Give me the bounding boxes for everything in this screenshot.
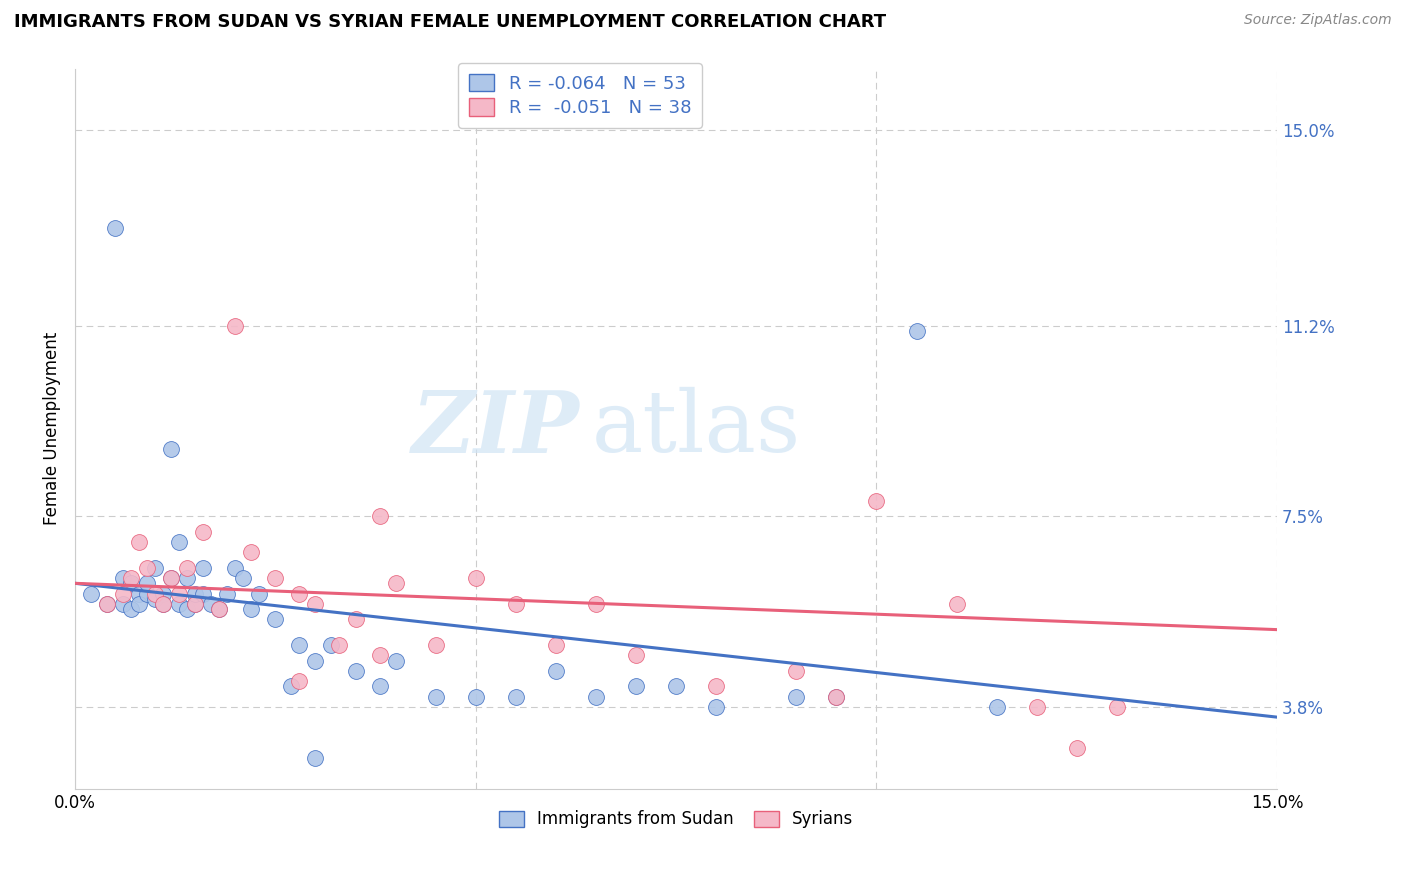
Point (193, 586, 215, 600)
Point (193, 561, 215, 575)
Point (120, 571, 142, 585)
Point (384, 653, 406, 667)
Point (128, 586, 150, 600)
Point (585, 597, 607, 611)
Y-axis label: Female Unemployment: Female Unemployment (44, 332, 60, 525)
Point (167, 535, 190, 549)
Point (368, 648, 391, 663)
Point (280, 679, 302, 693)
Point (232, 571, 254, 585)
Point (96, 597, 118, 611)
Point (143, 586, 166, 600)
Point (152, 597, 174, 611)
Point (96, 597, 118, 611)
Point (425, 690, 447, 704)
Point (193, 524, 215, 539)
Point (208, 602, 231, 616)
Point (104, 221, 127, 235)
Point (120, 576, 142, 591)
Point (304, 653, 326, 667)
Point (167, 586, 190, 600)
Legend: Immigrants from Sudan, Syrians: Immigrants from Sudan, Syrians (492, 804, 860, 835)
Point (505, 597, 527, 611)
Point (368, 679, 391, 693)
Point (136, 576, 159, 591)
Point (160, 571, 183, 585)
Point (905, 324, 928, 338)
Point (665, 679, 688, 693)
Point (184, 597, 207, 611)
Point (288, 674, 311, 689)
Point (224, 318, 246, 333)
Point (167, 597, 190, 611)
Point (176, 602, 198, 616)
Text: ZIP: ZIP (412, 387, 579, 471)
Point (344, 664, 367, 678)
Point (1066, 741, 1088, 756)
Point (160, 442, 183, 457)
Point (240, 602, 263, 616)
Point (240, 545, 263, 559)
Point (986, 699, 1008, 714)
Point (464, 571, 486, 585)
Text: atlas: atlas (592, 387, 801, 470)
Text: IMMIGRANTS FROM SUDAN VS SYRIAN FEMALE UNEMPLOYMENT CORRELATION CHART: IMMIGRANTS FROM SUDAN VS SYRIAN FEMALE U… (14, 13, 886, 31)
Point (785, 664, 807, 678)
Point (184, 597, 207, 611)
Point (112, 597, 135, 611)
Point (865, 494, 887, 508)
Point (143, 591, 166, 606)
Point (464, 690, 486, 704)
Point (112, 571, 135, 585)
Point (224, 561, 246, 575)
Point (704, 679, 727, 693)
Point (344, 612, 367, 626)
Point (176, 571, 198, 585)
Point (264, 612, 287, 626)
Point (1025, 699, 1047, 714)
Point (160, 571, 183, 585)
Point (128, 597, 150, 611)
Point (785, 690, 807, 704)
Point (321, 638, 343, 652)
Point (184, 586, 207, 600)
Point (304, 751, 326, 765)
Point (208, 602, 231, 616)
Point (624, 679, 647, 693)
Point (128, 535, 150, 549)
Point (264, 571, 287, 585)
Point (200, 597, 222, 611)
Point (152, 597, 174, 611)
Text: Source: ZipAtlas.com: Source: ZipAtlas.com (1244, 13, 1392, 28)
Point (176, 561, 198, 575)
Point (585, 690, 607, 704)
Point (544, 638, 567, 652)
Point (152, 586, 174, 600)
Point (112, 586, 135, 600)
Point (288, 586, 311, 600)
Point (143, 561, 166, 575)
Point (304, 597, 326, 611)
Point (368, 509, 391, 524)
Point (217, 586, 239, 600)
Point (825, 690, 848, 704)
Point (384, 576, 406, 591)
Point (328, 638, 350, 652)
Point (544, 664, 567, 678)
Point (1105, 699, 1128, 714)
Point (704, 699, 727, 714)
Point (945, 597, 967, 611)
Point (624, 648, 647, 663)
Point (136, 561, 159, 575)
Point (136, 586, 159, 600)
Point (80, 586, 103, 600)
Point (120, 602, 142, 616)
Point (825, 690, 848, 704)
Point (247, 586, 270, 600)
Point (288, 638, 311, 652)
Point (505, 690, 527, 704)
Point (425, 638, 447, 652)
